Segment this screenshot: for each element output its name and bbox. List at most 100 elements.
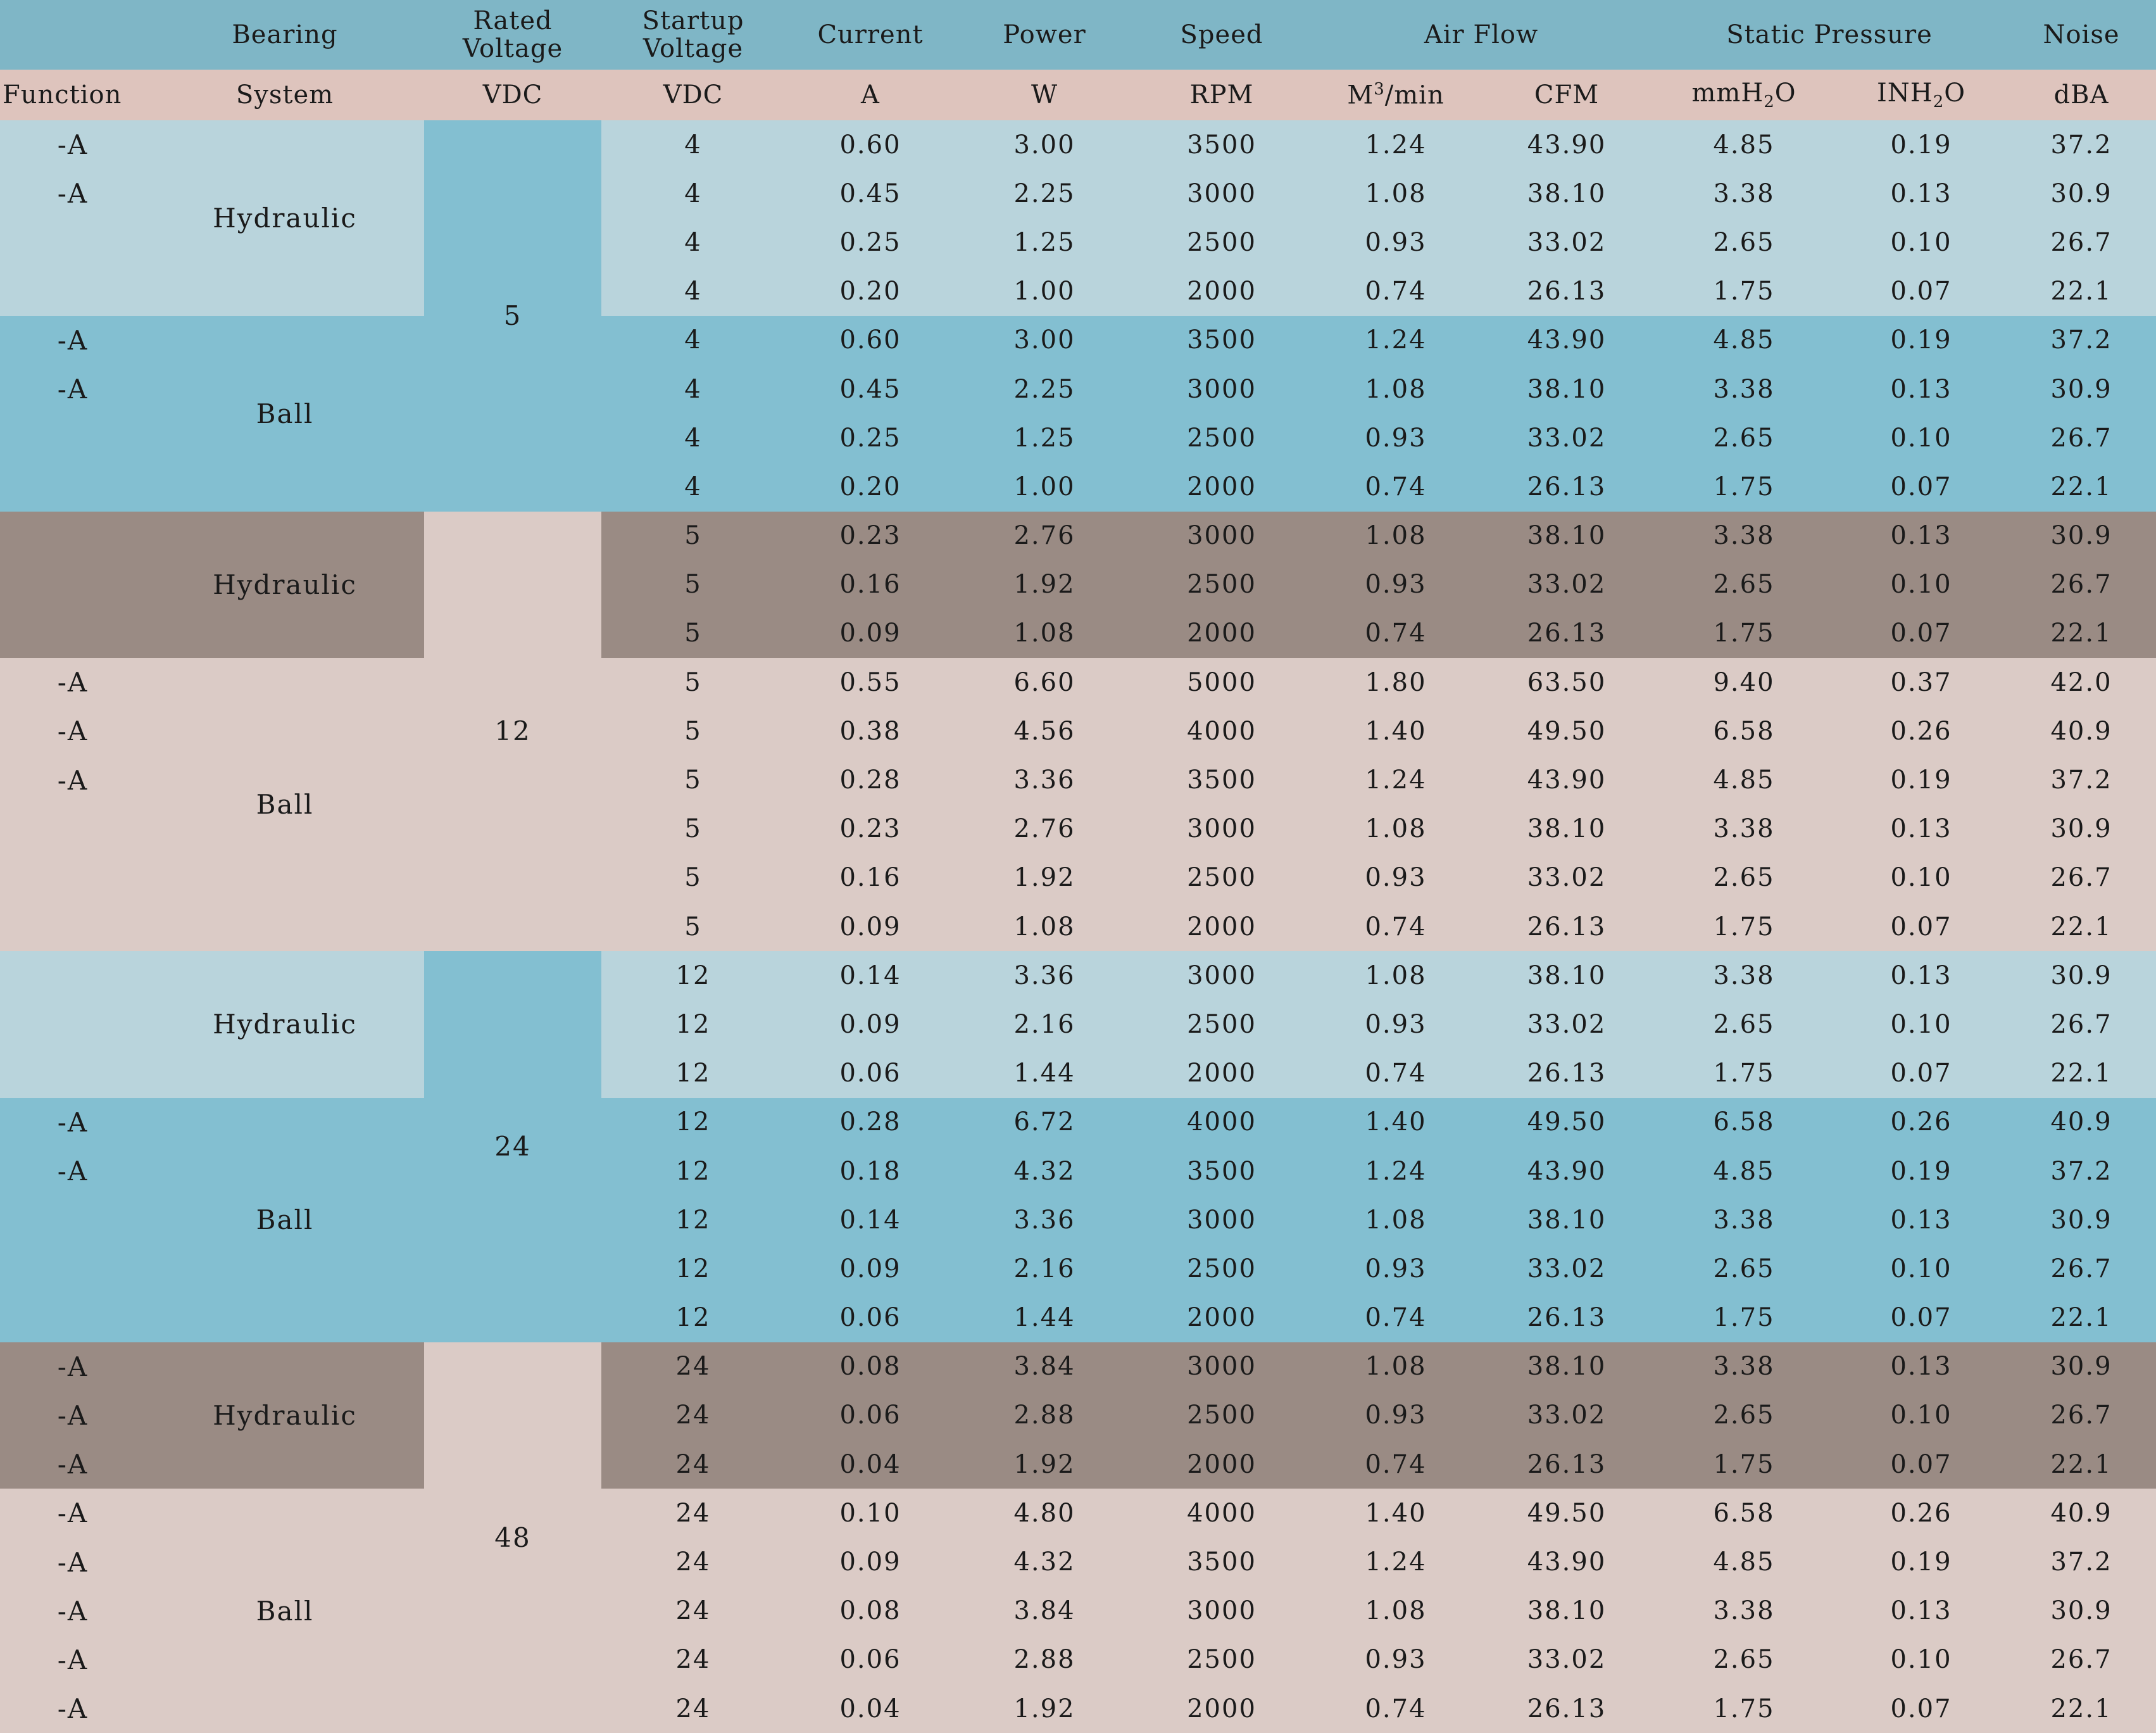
header-system: System xyxy=(146,70,424,120)
airflow-m3-cell: 1.08 xyxy=(1310,951,1481,1000)
header-bearing: Bearing xyxy=(146,0,424,70)
pressure-in-cell: 0.13 xyxy=(1836,951,2007,1000)
current-cell: 0.60 xyxy=(785,120,956,170)
power-cell: 3.36 xyxy=(956,755,1133,805)
current-cell: 0.09 xyxy=(785,902,956,952)
airflow-m3-cell: 1.40 xyxy=(1310,1097,1481,1147)
function-cell xyxy=(0,608,146,659)
power-cell: 1.92 xyxy=(956,1440,1133,1489)
table-row: -A 24 0.06 2.88 2500 0.93 33.02 2.65 0.10 26.7 xyxy=(0,1390,2156,1440)
header-pressure-in-unit: INH2O xyxy=(1836,70,2007,120)
speed-cell: 3000 xyxy=(1133,1195,1310,1245)
function-cell: -A xyxy=(0,755,146,805)
header-airflow-cfm-unit: CFM xyxy=(1481,70,1653,120)
pressure-mm-cell: 1.75 xyxy=(1652,1293,1836,1342)
airflow-m3-cell: 1.08 xyxy=(1310,804,1481,854)
pressure-mm-cell: 2.65 xyxy=(1652,413,1836,463)
noise-cell: 30.9 xyxy=(2007,1586,2156,1635)
startup-voltage-cell: 24 xyxy=(601,1390,785,1440)
startup-voltage-cell: 5 xyxy=(601,853,785,902)
table-row: -A Ball 12 0.28 6.72 4000 1.40 49.50 6.58 0.26 40.… xyxy=(0,1097,2156,1342)
airflow-m3-cell: 1.80 xyxy=(1310,658,1481,707)
pressure-in-cell: 0.07 xyxy=(1836,1293,2007,1342)
function-cell xyxy=(0,267,146,316)
bearing-system-cell: Hydraulic xyxy=(146,1342,424,1489)
power-cell: 2.25 xyxy=(956,169,1133,218)
rated-voltage-cell: 5 xyxy=(424,120,601,512)
rated-voltage-cell: 48 xyxy=(424,1342,601,1733)
pressure-mm-cell: 1.75 xyxy=(1652,267,1836,316)
speed-cell: 3500 xyxy=(1133,120,1310,170)
pressure-mm-cell: 9.40 xyxy=(1652,658,1836,707)
pressure-in-cell: 0.07 xyxy=(1836,267,2007,316)
power-cell: 1.44 xyxy=(956,1293,1133,1342)
noise-cell: 26.7 xyxy=(2007,560,2156,609)
startup-voltage-cell: 12 xyxy=(601,1049,785,1098)
function-cell xyxy=(0,462,146,512)
bearing-system-cell: Hydraulic xyxy=(146,120,424,316)
pressure-mm-cell: 1.75 xyxy=(1652,462,1836,512)
current-cell: 0.28 xyxy=(785,1097,956,1147)
startup-voltage-cell: 12 xyxy=(601,951,785,1000)
airflow-cfm-cell: 33.02 xyxy=(1481,1635,1653,1684)
airflow-cfm-cell: 26.13 xyxy=(1481,1684,1653,1733)
pressure-mm-cell: 4.85 xyxy=(1652,120,1836,170)
current-cell: 0.09 xyxy=(785,608,956,659)
airflow-m3-cell: 0.74 xyxy=(1310,1293,1481,1342)
noise-cell: 30.9 xyxy=(2007,951,2156,1000)
speed-cell: 2500 xyxy=(1133,560,1310,609)
current-cell: 0.16 xyxy=(785,853,956,902)
speed-cell: 3000 xyxy=(1133,804,1310,854)
pressure-in-cell: 0.10 xyxy=(1836,1000,2007,1049)
header-current: Current xyxy=(785,0,956,70)
speed-cell: 4000 xyxy=(1133,1097,1310,1147)
pressure-mm-cell: 2.65 xyxy=(1652,560,1836,609)
airflow-cfm-cell: 26.13 xyxy=(1481,462,1653,512)
noise-cell: 26.7 xyxy=(2007,1244,2156,1294)
airflow-cfm-cell: 26.13 xyxy=(1481,1293,1653,1342)
power-cell: 1.25 xyxy=(956,218,1133,267)
pressure-in-cell: 0.07 xyxy=(1836,902,2007,952)
current-cell: 0.25 xyxy=(785,218,956,267)
airflow-m3-cell: 0.74 xyxy=(1310,608,1481,659)
pressure-mm-cell: 1.75 xyxy=(1652,1684,1836,1733)
noise-cell: 22.1 xyxy=(2007,1440,2156,1489)
power-cell: 1.44 xyxy=(956,1049,1133,1098)
speed-cell: 2000 xyxy=(1133,462,1310,512)
pressure-in-cell: 0.19 xyxy=(1836,1537,2007,1587)
speed-cell: 2000 xyxy=(1133,902,1310,952)
current-cell: 0.09 xyxy=(785,1537,956,1587)
power-cell: 4.56 xyxy=(956,707,1133,756)
function-cell xyxy=(0,902,146,952)
pressure-in-cell: 0.07 xyxy=(1836,462,2007,512)
pressure-mm-cell: 2.65 xyxy=(1652,1244,1836,1294)
pressure-in-cell: 0.10 xyxy=(1836,218,2007,267)
airflow-cfm-cell: 26.13 xyxy=(1481,902,1653,952)
header-air-flow: Air Flow xyxy=(1310,0,1653,70)
function-cell xyxy=(0,804,146,854)
power-cell: 2.16 xyxy=(956,1000,1133,1049)
pressure-mm-cell: 4.85 xyxy=(1652,1146,1836,1196)
pressure-in-cell: 0.13 xyxy=(1836,169,2007,218)
airflow-cfm-cell: 33.02 xyxy=(1481,218,1653,267)
current-cell: 0.08 xyxy=(785,1586,956,1635)
airflow-m3-cell: 1.24 xyxy=(1310,315,1481,365)
current-cell: 0.14 xyxy=(785,951,956,1000)
power-cell: 1.08 xyxy=(956,902,1133,952)
startup-voltage-cell: 24 xyxy=(601,1537,785,1587)
function-cell: -A xyxy=(0,1489,146,1538)
power-cell: 4.80 xyxy=(956,1489,1133,1538)
pressure-mm-cell: 3.38 xyxy=(1652,804,1836,854)
current-cell: 0.45 xyxy=(785,169,956,218)
pressure-mm-cell: 1.75 xyxy=(1652,1049,1836,1098)
function-cell: -A xyxy=(0,1342,146,1391)
speed-cell: 3500 xyxy=(1133,755,1310,805)
table-row: 5 0.23 2.76 3000 1.08 38.10 3.38 0.13 30.9 xyxy=(0,804,2156,854)
header-row-units: Function System VDC VDC A W RPM M3/min C… xyxy=(0,70,2156,120)
pressure-in-cell: 0.10 xyxy=(1836,1390,2007,1440)
function-cell xyxy=(0,560,146,609)
airflow-m3-cell: 0.93 xyxy=(1310,1390,1481,1440)
current-cell: 0.06 xyxy=(785,1049,956,1098)
function-cell: -A xyxy=(0,1635,146,1684)
power-cell: 1.25 xyxy=(956,413,1133,463)
